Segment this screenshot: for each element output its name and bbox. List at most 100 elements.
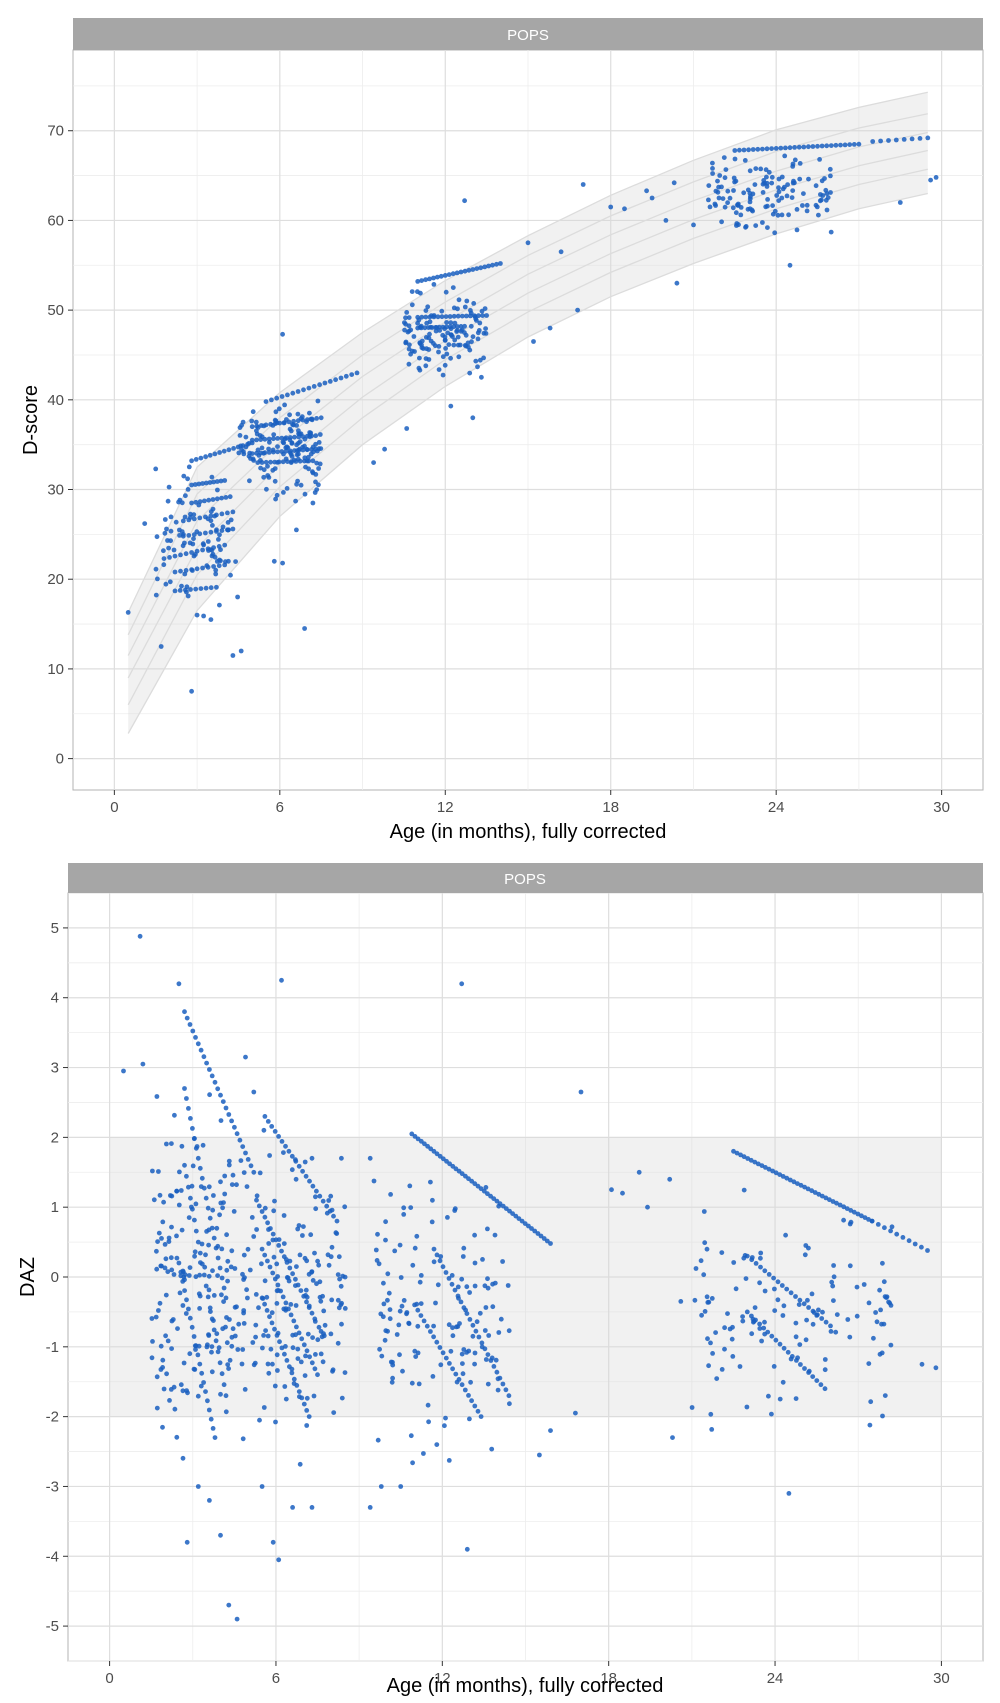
- data-point: [774, 193, 780, 198]
- data-point: [407, 1183, 413, 1189]
- data-point: [270, 1270, 276, 1276]
- data-point: [227, 494, 233, 500]
- data-point: [153, 466, 159, 472]
- data-point: [244, 1184, 250, 1189]
- data-point: [295, 411, 301, 417]
- data-point: [820, 1309, 825, 1315]
- data-point: [309, 1155, 315, 1161]
- data-point: [186, 1215, 192, 1220]
- data-point: [162, 1265, 168, 1271]
- data-point: [189, 458, 195, 464]
- data-point: [431, 1323, 436, 1329]
- data-point: [371, 1178, 377, 1184]
- data-point: [426, 357, 432, 362]
- data-point: [737, 1364, 743, 1369]
- data-point: [575, 307, 580, 313]
- data-point: [307, 1178, 312, 1184]
- data-point: [171, 547, 177, 553]
- data-point: [218, 1391, 223, 1397]
- data-point: [259, 1484, 265, 1489]
- data-point: [464, 298, 470, 304]
- data-point: [209, 1316, 215, 1322]
- data-point: [197, 1165, 203, 1171]
- data-point: [310, 500, 316, 506]
- data-point: [785, 1349, 791, 1355]
- data-point: [472, 1361, 477, 1367]
- data-point: [315, 1372, 320, 1378]
- data-point: [219, 495, 225, 501]
- data-point: [704, 1246, 710, 1252]
- data-point: [445, 330, 451, 336]
- data-point: [747, 168, 753, 174]
- data-point: [309, 1505, 315, 1510]
- data-point: [401, 1212, 407, 1217]
- data-point: [284, 486, 290, 491]
- data-point: [280, 459, 286, 465]
- data-point: [235, 594, 241, 600]
- data-point: [727, 195, 733, 201]
- data-point: [485, 1285, 491, 1291]
- data-point: [473, 358, 479, 364]
- data-point: [339, 1395, 345, 1401]
- data-point: [445, 1215, 450, 1220]
- data-point: [792, 145, 797, 150]
- data-point: [418, 1301, 424, 1306]
- data-point: [390, 1375, 395, 1381]
- data-point: [240, 1436, 246, 1442]
- data-point: [324, 1203, 330, 1209]
- data-point: [261, 467, 267, 473]
- data-point: [472, 1403, 478, 1409]
- data-point: [444, 324, 449, 330]
- data-point: [336, 1305, 342, 1311]
- data-point: [449, 1281, 455, 1287]
- data-point: [208, 529, 214, 535]
- data-point: [207, 452, 213, 458]
- data-point: [240, 1347, 246, 1352]
- data-point: [222, 542, 228, 548]
- data-point: [897, 200, 903, 205]
- data-point: [436, 349, 441, 355]
- data-point: [178, 1382, 184, 1388]
- data-point: [871, 1335, 876, 1341]
- data-point: [256, 1203, 262, 1209]
- data-point: [766, 1272, 772, 1277]
- data-point: [443, 289, 449, 295]
- data-point: [479, 374, 484, 380]
- data-point: [296, 447, 302, 453]
- data-point: [260, 1345, 265, 1351]
- data-point: [275, 436, 280, 441]
- data-point: [155, 1239, 161, 1244]
- data-point: [888, 1228, 893, 1234]
- data-point: [725, 200, 730, 206]
- data-point: [822, 1367, 828, 1373]
- data-point: [448, 403, 454, 409]
- data-point: [242, 1275, 247, 1280]
- data-point: [211, 1327, 217, 1333]
- data-point: [297, 439, 303, 444]
- data-points: [125, 135, 939, 694]
- data-point: [500, 1381, 506, 1387]
- data-point: [909, 136, 915, 142]
- data-point: [787, 145, 793, 151]
- data-point: [219, 511, 225, 517]
- data-point: [870, 139, 876, 144]
- data-point: [382, 1337, 388, 1343]
- data-point: [302, 491, 308, 497]
- data-point: [197, 1361, 203, 1367]
- data-point: [475, 364, 480, 370]
- data-point: [800, 203, 805, 208]
- data-point: [338, 375, 344, 381]
- data-point: [473, 1328, 479, 1334]
- data-point: [272, 417, 278, 423]
- data-point: [272, 421, 278, 427]
- data-point: [280, 439, 286, 445]
- data-point: [282, 402, 287, 408]
- data-point: [179, 1143, 185, 1149]
- data-point: [787, 262, 793, 268]
- y-tick-label: 3: [51, 1060, 59, 1077]
- data-point: [194, 566, 200, 572]
- data-point: [230, 1172, 236, 1178]
- data-point: [449, 1273, 455, 1278]
- data-point: [222, 1173, 228, 1179]
- data-point: [817, 157, 822, 162]
